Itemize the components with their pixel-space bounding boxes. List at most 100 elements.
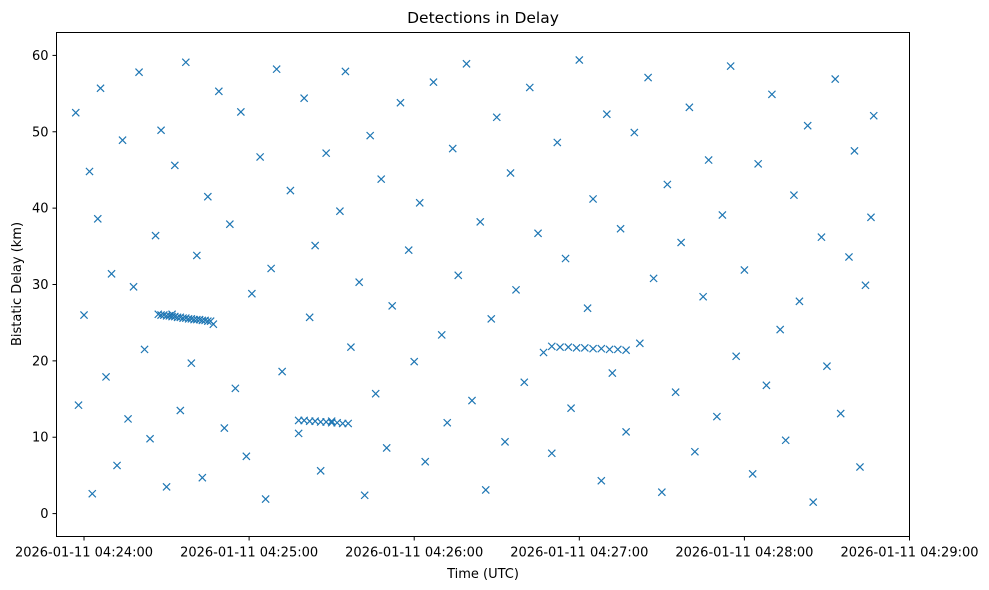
data-point — [740, 265, 749, 275]
data-point — [677, 238, 686, 247]
data-point — [754, 159, 763, 168]
data-point — [429, 78, 438, 87]
data-point — [671, 388, 680, 397]
data-point — [748, 469, 757, 478]
data-point — [294, 429, 303, 438]
data-point — [556, 343, 565, 352]
data-point — [608, 369, 617, 378]
data-point — [506, 168, 515, 178]
data-point — [622, 427, 631, 436]
data-point — [396, 98, 405, 107]
data-point — [437, 330, 446, 339]
data-point — [500, 437, 510, 446]
data-point — [300, 94, 309, 103]
data-point — [443, 418, 452, 427]
x-tick-label: 2026-01-11 04:24:00 — [15, 546, 153, 561]
data-point — [589, 344, 598, 353]
data-point — [151, 231, 160, 240]
data-point — [781, 436, 790, 445]
x-tick-label: 2026-01-11 04:25:00 — [180, 546, 318, 561]
data-point — [322, 149, 331, 158]
data-point — [726, 62, 735, 71]
x-tick-label: 2026-01-11 04:26:00 — [345, 546, 483, 561]
data-point — [605, 345, 614, 354]
data-point — [247, 289, 256, 298]
data-point — [831, 75, 840, 84]
data-point — [789, 191, 798, 200]
x-tick-label: 2026-01-11 04:28:00 — [675, 546, 813, 561]
data-point — [732, 352, 741, 361]
data-point — [278, 367, 287, 376]
data-point — [539, 348, 548, 357]
data-point — [597, 344, 606, 353]
data-point — [580, 343, 589, 352]
data-point — [649, 274, 658, 283]
data-point — [170, 161, 179, 170]
data-point — [360, 491, 369, 500]
data-point — [272, 65, 281, 74]
data-point — [481, 485, 490, 494]
data-point — [371, 389, 380, 398]
data-point — [575, 55, 584, 65]
data-point — [346, 343, 355, 352]
data-point — [220, 424, 229, 433]
data-point — [454, 271, 463, 280]
data-point — [850, 146, 859, 155]
data-point — [206, 317, 215, 326]
data-point — [776, 325, 785, 334]
data-point — [366, 131, 375, 140]
data-point — [102, 372, 111, 381]
data-point — [767, 90, 776, 99]
data-point — [341, 67, 350, 76]
data-point — [534, 229, 543, 238]
data-point — [644, 73, 653, 82]
data-point — [187, 359, 196, 368]
data-point — [685, 103, 694, 112]
y-tick-label: 20 — [32, 354, 49, 369]
data-point — [146, 434, 155, 443]
data-point — [261, 495, 270, 504]
y-axis-label: Bistatic Delay (km) — [10, 222, 25, 346]
data-point — [762, 381, 771, 390]
data-point — [203, 192, 212, 201]
data-point — [795, 297, 804, 306]
data-point — [79, 311, 89, 320]
y-axis: 0 10 20 30 40 50 60 — [32, 49, 57, 522]
data-point — [286, 186, 295, 195]
data-point — [583, 304, 592, 313]
data-point — [410, 357, 419, 366]
data-point — [305, 313, 314, 322]
data-point — [113, 461, 122, 470]
data-point — [712, 412, 721, 421]
data-point — [861, 281, 870, 290]
data-point — [85, 167, 94, 176]
data-point — [267, 264, 276, 273]
data-point — [71, 108, 80, 117]
data-point — [589, 194, 598, 203]
data-point — [635, 339, 644, 348]
data-point — [96, 84, 105, 93]
data-point — [203, 317, 212, 326]
data-point — [822, 362, 831, 371]
data-point — [597, 476, 606, 485]
data-point — [462, 59, 471, 68]
data-point — [803, 121, 812, 130]
data-point — [704, 156, 713, 165]
data-point — [613, 345, 622, 354]
data-point — [176, 406, 185, 415]
data-point — [547, 449, 556, 458]
data-point — [547, 342, 556, 351]
data-point — [663, 180, 672, 189]
data-point — [181, 58, 190, 67]
data-point — [316, 466, 325, 475]
y-tick-label: 50 — [32, 125, 49, 140]
data-point — [214, 87, 223, 96]
data-point — [231, 384, 240, 393]
data-point — [335, 207, 344, 216]
y-tick-label: 40 — [32, 202, 49, 217]
data-point — [492, 113, 501, 122]
data-point — [198, 473, 207, 482]
data-point — [162, 482, 171, 491]
